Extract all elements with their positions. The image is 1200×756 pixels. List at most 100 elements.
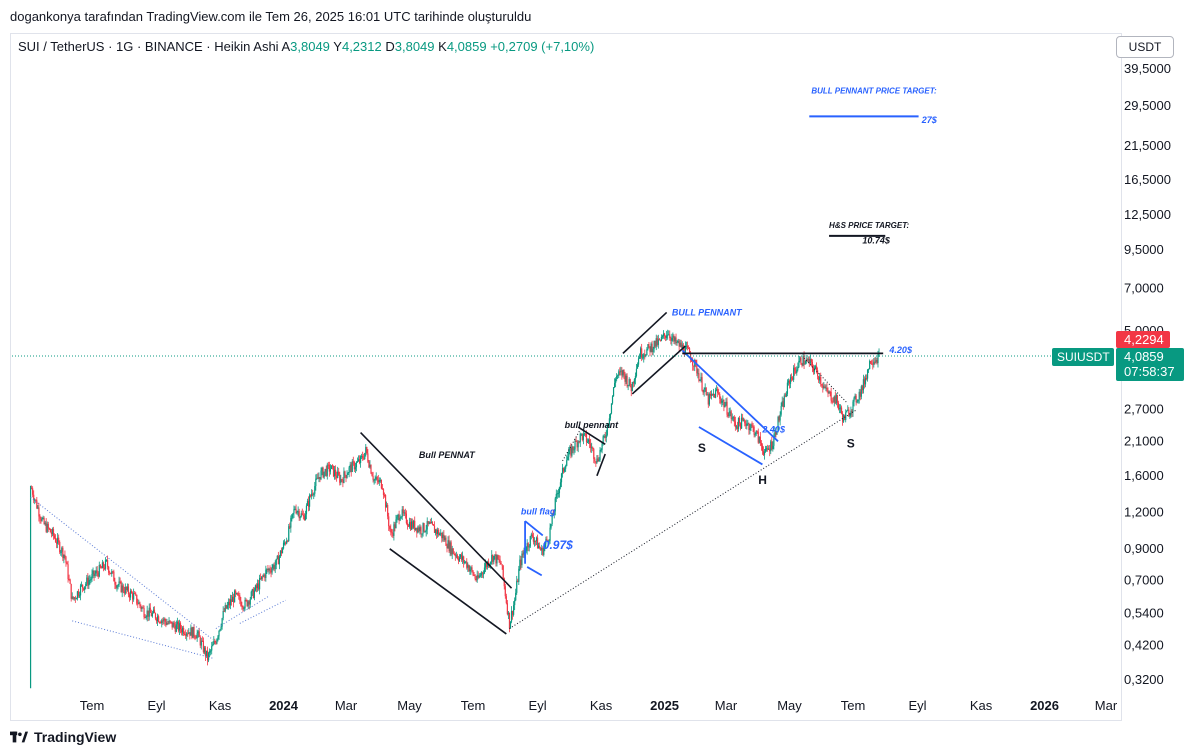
candle-body bbox=[320, 470, 322, 480]
candle-body bbox=[421, 533, 423, 535]
candle-body bbox=[189, 632, 191, 636]
candle-body bbox=[496, 555, 498, 564]
candle-body bbox=[438, 529, 440, 536]
candle-body bbox=[628, 379, 630, 385]
legend-high: 4,2312 bbox=[341, 39, 382, 54]
candle-body bbox=[259, 578, 261, 590]
candle-body bbox=[723, 400, 725, 408]
candle-body bbox=[135, 593, 137, 595]
candle-body bbox=[652, 348, 654, 353]
candle-body bbox=[65, 556, 67, 563]
candle-body bbox=[246, 600, 248, 607]
candle-body bbox=[50, 532, 52, 535]
candle-body bbox=[668, 334, 670, 336]
candle-body bbox=[812, 367, 815, 372]
candle-body bbox=[194, 636, 196, 638]
candle-body bbox=[220, 626, 222, 630]
candle-body bbox=[720, 398, 722, 403]
candle-body bbox=[760, 443, 762, 446]
small-pennant-upper bbox=[577, 426, 606, 446]
candle-body bbox=[256, 583, 259, 589]
candle-body bbox=[606, 424, 608, 435]
tradingview-logo[interactable]: TradingView bbox=[10, 729, 116, 745]
candle-body bbox=[274, 564, 276, 570]
candle-body bbox=[423, 523, 425, 532]
candle-body bbox=[544, 543, 546, 548]
candle-body bbox=[858, 391, 860, 400]
candle-body bbox=[384, 494, 387, 508]
candle-body bbox=[383, 494, 386, 496]
candle-body bbox=[230, 599, 233, 602]
candle-body bbox=[531, 534, 533, 537]
candle-body bbox=[190, 627, 192, 636]
candle-body bbox=[592, 447, 594, 449]
candle-body bbox=[424, 531, 426, 533]
pennant-upper-line bbox=[360, 431, 513, 589]
candle-body bbox=[116, 586, 118, 588]
candle-body bbox=[747, 423, 749, 425]
candle-body bbox=[40, 518, 42, 521]
candle-body bbox=[751, 424, 753, 426]
candle-body bbox=[861, 386, 863, 391]
candle-body bbox=[576, 441, 578, 448]
candle-body bbox=[780, 406, 782, 415]
candle-body bbox=[33, 494, 35, 501]
candle-body bbox=[806, 359, 808, 361]
brand-name: TradingView bbox=[34, 729, 117, 745]
candle-body bbox=[799, 357, 801, 361]
candle-body bbox=[653, 340, 655, 349]
candle-body bbox=[242, 606, 244, 609]
candle-body bbox=[426, 521, 428, 530]
candle-body bbox=[269, 568, 271, 572]
candle-body bbox=[268, 568, 270, 571]
candle-body bbox=[586, 441, 589, 443]
currency-selector[interactable]: USDT bbox=[1116, 36, 1174, 58]
candle-body bbox=[837, 402, 840, 409]
candle-body bbox=[451, 548, 453, 555]
y-tick-label: 2,7000 bbox=[1124, 401, 1164, 416]
candle-body bbox=[31, 488, 33, 490]
legend-change: +0,2709 (+7,10%) bbox=[490, 39, 595, 54]
candle-body bbox=[620, 370, 622, 372]
candle-body bbox=[393, 524, 395, 536]
y-tick-label: 0,5400 bbox=[1124, 606, 1164, 621]
candle-body bbox=[500, 562, 502, 565]
candle-body bbox=[249, 598, 251, 605]
candle-body bbox=[88, 580, 90, 586]
candle-body bbox=[327, 464, 329, 466]
candle-body bbox=[223, 610, 225, 612]
candle-body bbox=[532, 536, 535, 542]
candle-body bbox=[218, 630, 220, 637]
candle-body bbox=[681, 344, 683, 348]
candle-body bbox=[447, 540, 449, 549]
candle-body bbox=[764, 448, 767, 452]
candle-body bbox=[219, 629, 221, 631]
candle-body bbox=[765, 448, 768, 450]
candle-body bbox=[292, 513, 294, 515]
candle-body bbox=[860, 386, 862, 397]
candle-body bbox=[478, 575, 480, 578]
candle-body bbox=[833, 396, 835, 402]
candle-body bbox=[557, 493, 559, 495]
candle-body bbox=[365, 447, 367, 453]
candle-body bbox=[846, 410, 848, 413]
candle-body bbox=[321, 467, 323, 471]
candle-body bbox=[177, 621, 180, 631]
candle-body bbox=[224, 605, 226, 612]
candle-body bbox=[217, 636, 219, 640]
candle-body bbox=[574, 440, 576, 450]
candle-body bbox=[607, 424, 609, 426]
candle-body bbox=[466, 561, 468, 568]
candle-body bbox=[702, 390, 704, 393]
candle-body bbox=[750, 424, 752, 429]
candle-body bbox=[187, 633, 189, 635]
candle-body bbox=[859, 391, 861, 397]
candle-body bbox=[382, 489, 385, 495]
candle-body bbox=[133, 593, 135, 600]
candle-body bbox=[39, 516, 41, 519]
candle-body bbox=[802, 355, 804, 366]
candle-body bbox=[810, 359, 812, 362]
candle-body bbox=[338, 471, 340, 475]
candle-body bbox=[460, 554, 463, 560]
